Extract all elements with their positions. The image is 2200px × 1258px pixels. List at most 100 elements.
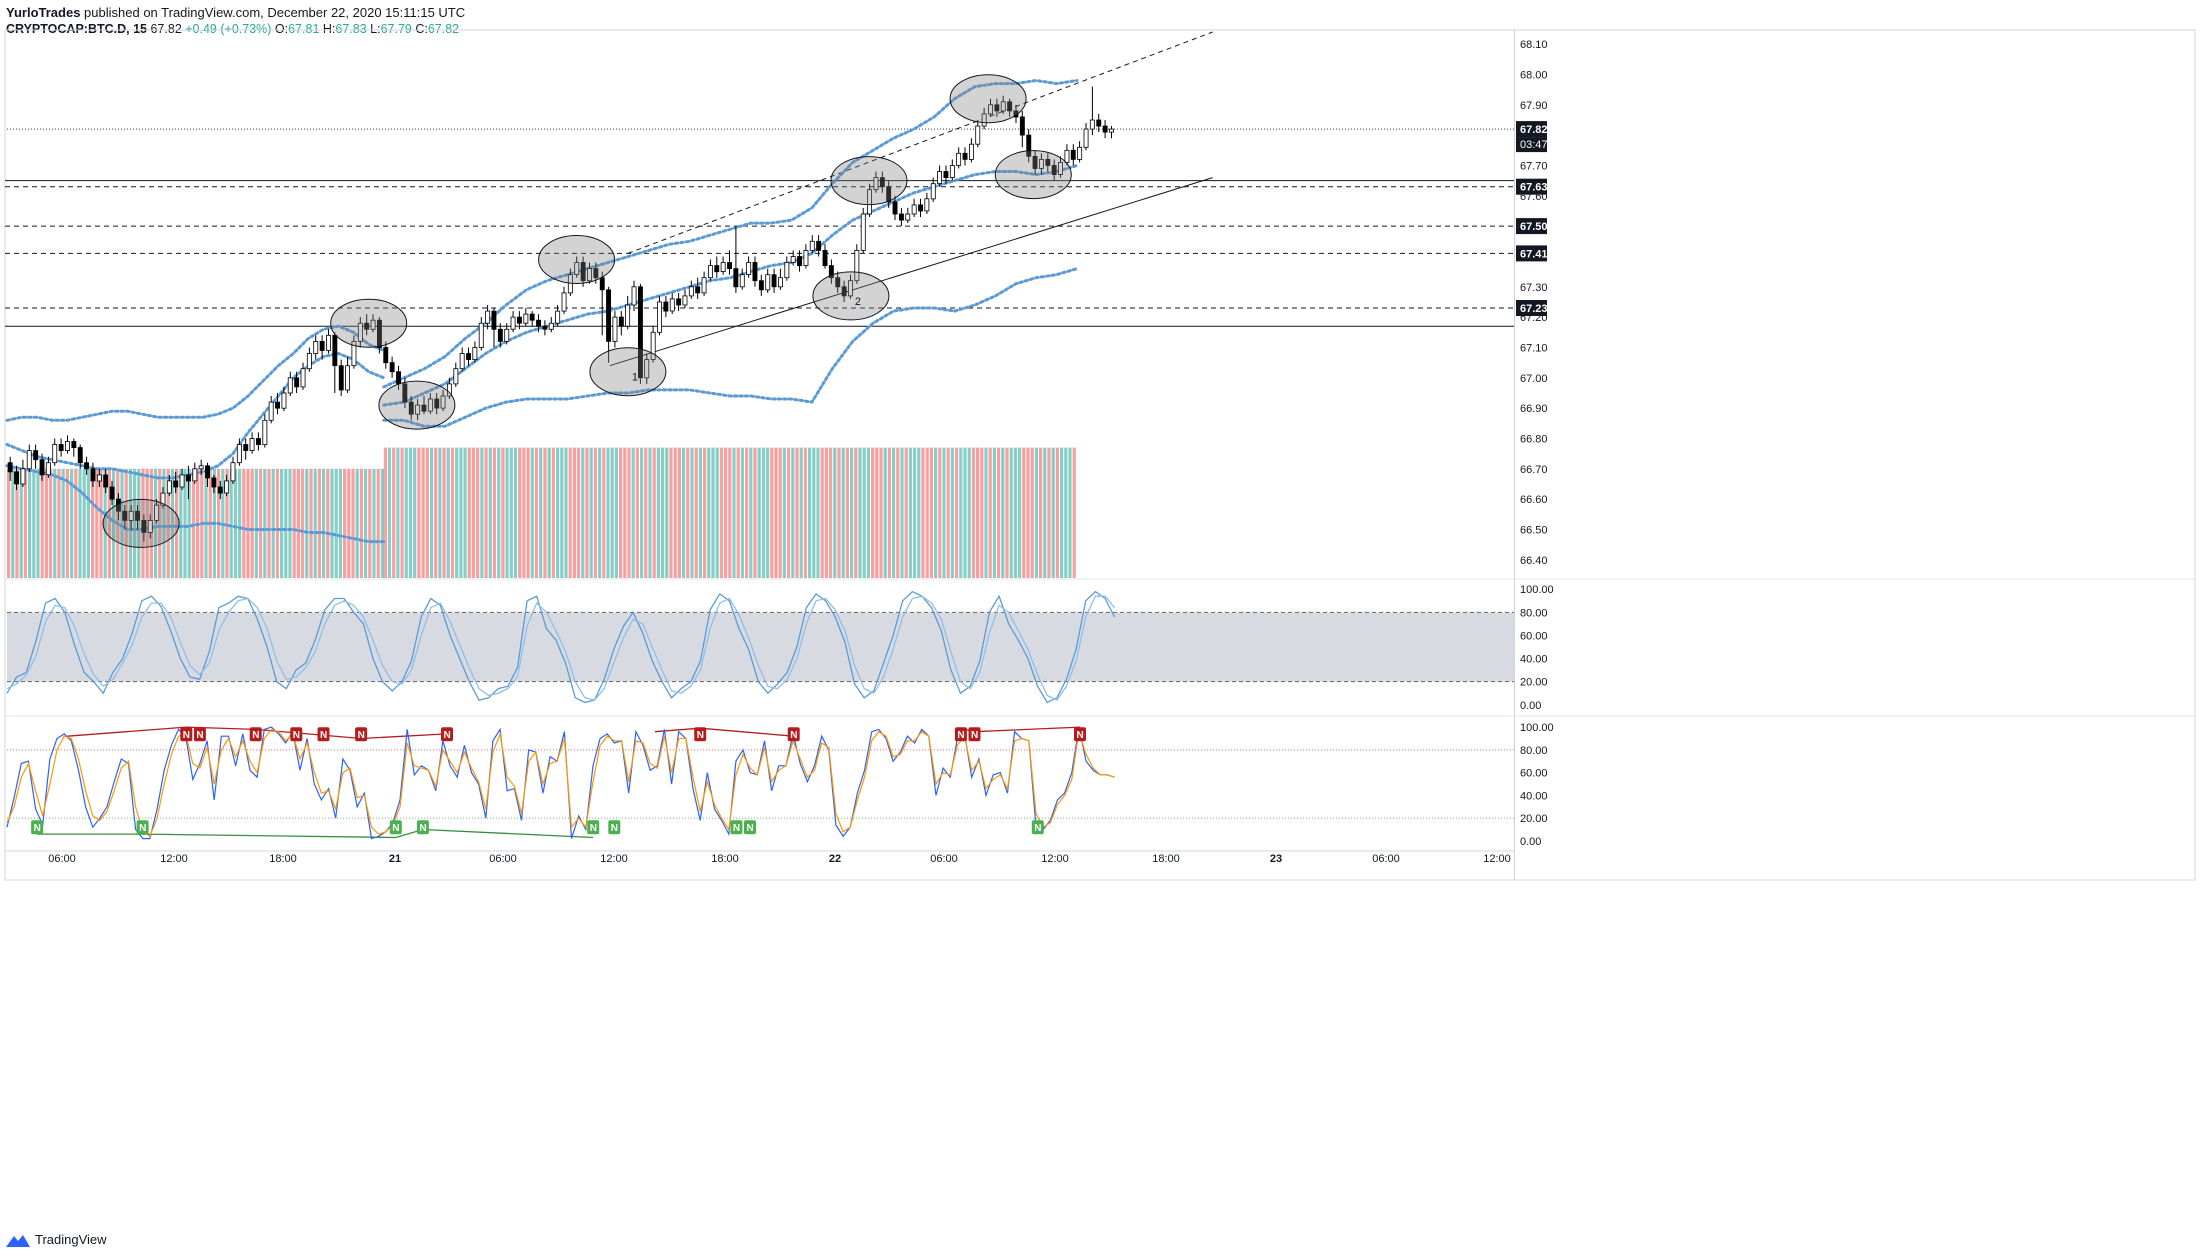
- volume-bar: [1034, 447, 1038, 578]
- bollinger-band-lower-right: [382, 267, 1079, 428]
- candle-down: [71, 441, 77, 448]
- volume-bar: [292, 468, 296, 578]
- candle-down: [517, 316, 522, 324]
- volume-bar: [551, 447, 555, 578]
- candle-down: [529, 313, 535, 321]
- candle-down: [185, 474, 191, 482]
- volume-bar: [635, 447, 639, 578]
- candle-up: [739, 274, 745, 288]
- volume-bar: [442, 447, 446, 578]
- candle-down: [491, 310, 497, 330]
- volume-bar: [429, 447, 434, 578]
- footer-brand[interactable]: TradingView: [6, 1232, 107, 1247]
- candle-down: [389, 362, 395, 373]
- highlight-circle: [830, 156, 908, 206]
- volume-bar: [614, 447, 618, 578]
- volume-bar: [749, 447, 753, 578]
- volume-bar: [925, 447, 929, 578]
- volume-bar: [980, 447, 984, 578]
- candle-down: [618, 316, 624, 327]
- volume-bar: [326, 468, 330, 578]
- candle-up: [746, 262, 752, 276]
- divergence-label-text: N: [444, 730, 451, 741]
- volume-bar: [1026, 447, 1030, 578]
- time-tick: 06:00: [930, 853, 958, 865]
- volume-bar: [11, 468, 15, 578]
- candle-down: [752, 262, 758, 282]
- chart-canvas[interactable]: 1268.1068.0067.9067.8067.7067.6067.5067.…: [0, 0, 2200, 1220]
- candle-up: [809, 240, 815, 251]
- divergence-label-text: N: [419, 823, 426, 834]
- author-name[interactable]: YurloTrades: [6, 5, 81, 20]
- candle-up: [65, 441, 70, 452]
- open-label: O:: [274, 22, 289, 36]
- candle-up: [975, 125, 981, 145]
- candle-up: [415, 404, 421, 415]
- candle-down: [77, 447, 83, 464]
- trend-line: [627, 31, 1213, 254]
- price-tick: 67.70: [1520, 161, 1548, 173]
- volume-bar: [179, 468, 183, 578]
- candle-down: [816, 240, 822, 251]
- volume-bar: [803, 447, 807, 578]
- stoch-line-pct-k: [6, 590, 1116, 704]
- time-tick: 06:00: [1372, 853, 1400, 865]
- volume-bar: [963, 447, 967, 578]
- candle-down: [1102, 125, 1108, 133]
- volume-bar: [513, 447, 518, 578]
- volume-bar: [400, 447, 404, 578]
- volume-bar: [837, 447, 841, 578]
- divergence-label-bear: [355, 727, 368, 742]
- volume-bar: [82, 468, 86, 578]
- volume-bar: [795, 447, 799, 578]
- rsi-line-orange: [6, 728, 1115, 838]
- volume-bar: [845, 447, 849, 578]
- divergence-label-text: N: [252, 730, 259, 741]
- price-label-text: 67.63: [1520, 182, 1548, 194]
- volume-bar: [824, 447, 828, 578]
- time-tick: 12:00: [1041, 853, 1069, 865]
- stoch-tick: 20.00: [1520, 677, 1548, 689]
- price-label-box: [1516, 178, 1547, 195]
- volume-bar: [946, 447, 950, 578]
- volume-bar: [724, 447, 728, 578]
- candle-down: [84, 462, 89, 470]
- candle-down: [376, 319, 382, 348]
- volume-bar: [892, 447, 896, 578]
- candle-up: [790, 256, 796, 263]
- volume-bar: [128, 468, 132, 578]
- volume-bar: [305, 468, 309, 578]
- volume-bar: [682, 447, 686, 578]
- divergence-label-bull: [744, 820, 756, 835]
- candle-up: [720, 262, 726, 273]
- candle-down: [727, 262, 732, 269]
- candle-down: [135, 510, 140, 521]
- highlight-circle: [994, 150, 1072, 200]
- volume-bar: [959, 447, 963, 578]
- time-tick: 18:00: [711, 853, 739, 865]
- high-label: H:: [322, 22, 336, 36]
- highlight-circle: [812, 271, 890, 321]
- volume-bar: [288, 468, 292, 578]
- volume-bar: [648, 447, 652, 578]
- volume-bar: [673, 447, 677, 578]
- divergence-label-bear: [694, 727, 707, 742]
- volume-bar: [49, 468, 53, 578]
- volume-bar: [246, 468, 250, 578]
- time-tick: 23: [1270, 853, 1282, 865]
- candle-down: [606, 289, 611, 342]
- volume-bar: [137, 468, 141, 578]
- stoch-tick: 0.00: [1520, 700, 1541, 712]
- circle-label: 1: [632, 372, 638, 384]
- symbol-label[interactable]: CRYPTOCAP:BTC.D, 15: [6, 22, 147, 36]
- divergence-label-bear: [954, 727, 967, 742]
- volume-bar: [183, 468, 187, 578]
- candle-down: [1070, 149, 1076, 160]
- candle-up: [20, 468, 26, 485]
- volume-bar: [1013, 447, 1017, 578]
- volume-bar: [233, 468, 237, 578]
- candle-up: [345, 365, 350, 391]
- time-tick: 18:00: [1152, 853, 1180, 865]
- volume-bar: [577, 447, 581, 578]
- volume-bar: [225, 468, 229, 578]
